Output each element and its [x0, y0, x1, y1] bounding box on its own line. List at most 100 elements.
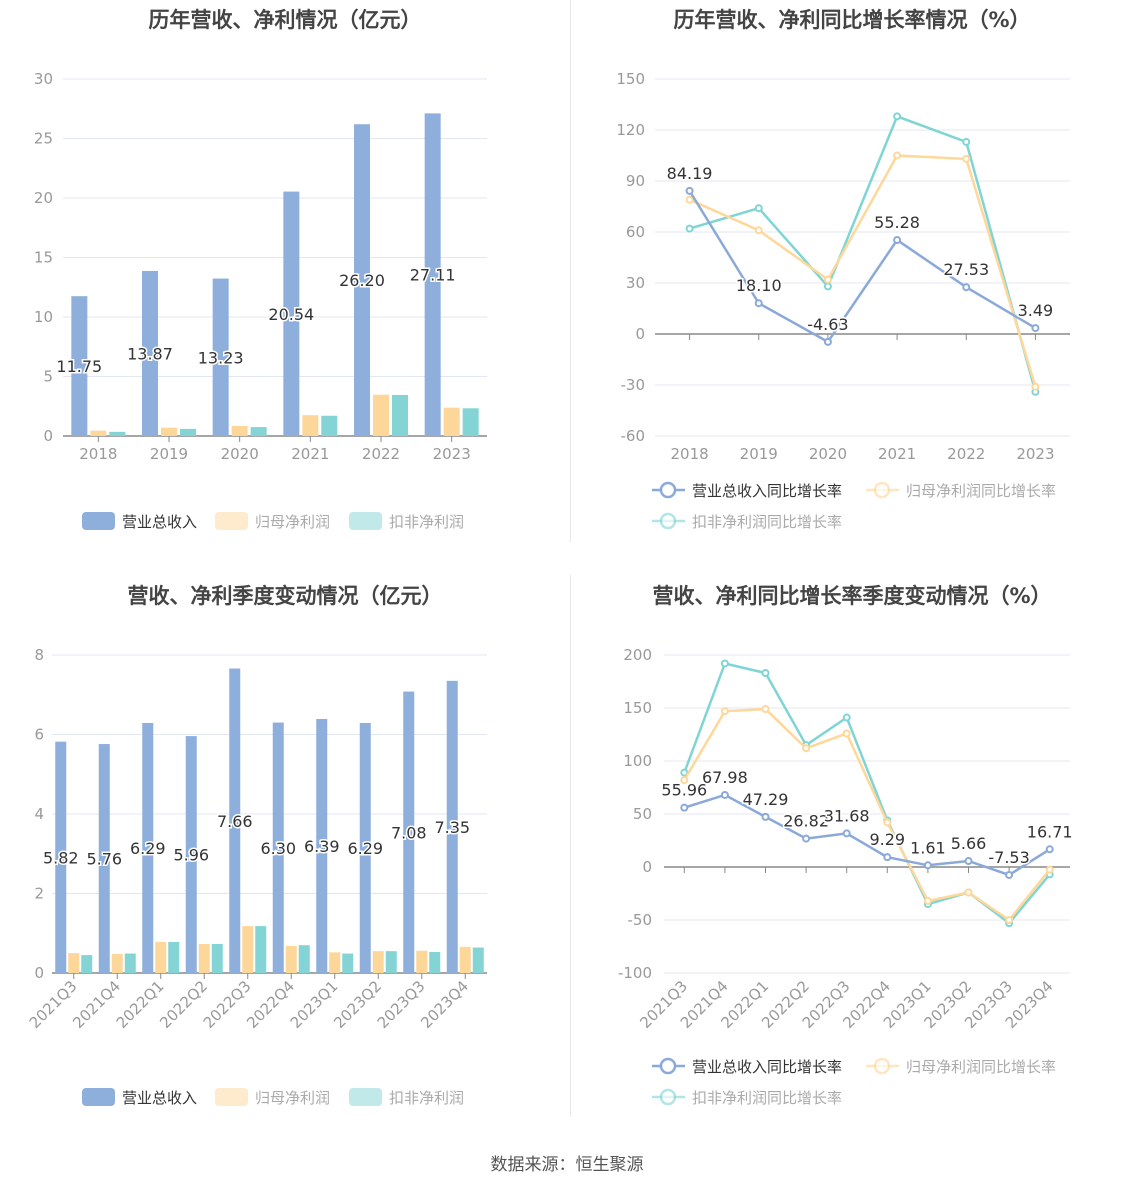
legend-label[interactable]: 归母净利润: [255, 513, 330, 531]
legend-swatch: [349, 512, 382, 530]
data-label: 55.96: [661, 781, 707, 800]
data-point: [883, 853, 892, 862]
legend-label[interactable]: 扣非净利润同比增长率: [692, 1089, 842, 1107]
bar-deducted-profit: [168, 941, 180, 973]
bar-net-profit: [68, 953, 80, 973]
bar-net-profit: [198, 943, 210, 973]
bar-deducted-profit: [211, 943, 223, 973]
y-tick-label: 60: [626, 223, 645, 241]
chart-title-quarterly-revenue: 营收、净利季度变动情况（亿元）: [127, 584, 443, 608]
data-point: [962, 137, 971, 146]
bar-net-profit: [372, 951, 384, 973]
data-label: 16.71: [1027, 822, 1073, 841]
data-label: 20.54: [268, 305, 314, 324]
data-point: [802, 744, 811, 753]
bar-revenue: [283, 191, 300, 436]
legend-swatch: [215, 1088, 248, 1106]
data-point: [923, 896, 932, 905]
data-label: 26.20: [339, 271, 385, 290]
legend-label[interactable]: 归母净利润: [255, 1089, 330, 1107]
bar-revenue: [424, 113, 441, 437]
data-point: [761, 669, 770, 678]
data-point: [761, 705, 770, 714]
legend-label[interactable]: 扣非净利润: [389, 513, 464, 531]
x-tick-label: 2018: [670, 445, 708, 463]
bar-net-profit: [111, 953, 123, 973]
data-point: [1045, 845, 1054, 854]
data-point: [842, 829, 851, 838]
bar-revenue: [55, 741, 67, 973]
bar-revenue: [142, 270, 158, 436]
data-label: 13.87: [127, 344, 173, 363]
y-tick-label: 100: [623, 752, 652, 770]
data-label: 3.49: [1018, 301, 1054, 320]
series-line: [683, 707, 1051, 922]
bar-deducted-profit: [255, 926, 267, 973]
bar-deducted-profit: [472, 947, 484, 973]
data-label: 5.66: [951, 834, 987, 853]
data-point: [842, 729, 851, 738]
legend-label[interactable]: 营业总收入同比增长率: [692, 482, 842, 500]
x-tick-label: 2023Q4: [417, 977, 472, 1032]
bar-net-profit: [443, 407, 460, 436]
data-label: 5.96: [173, 846, 209, 865]
legend-label[interactable]: 营业总收入: [122, 1089, 197, 1107]
legend-label[interactable]: 归母净利润同比增长率: [906, 482, 1056, 500]
data-label: 31.68: [824, 806, 870, 825]
data-label: 47.29: [743, 790, 789, 809]
data-label: 27.11: [410, 266, 456, 285]
y-tick-label: 0: [34, 964, 44, 982]
legend-marker: [659, 1057, 677, 1075]
y-tick-label: -30: [621, 376, 646, 394]
y-tick-label: 30: [626, 274, 645, 292]
x-tick-label: 2022Q2: [156, 977, 211, 1032]
bar-net-profit: [90, 430, 107, 436]
series-line: [688, 190, 1037, 344]
legend-swatch: [215, 512, 248, 530]
bar-net-profit: [285, 945, 297, 973]
data-label: 6.39: [304, 837, 340, 856]
data-point: [964, 888, 973, 897]
x-tick-label: 2022Q1: [113, 977, 168, 1032]
data-point: [754, 299, 763, 308]
legend-label[interactable]: 营业总收入: [122, 513, 197, 531]
y-tick-label: 10: [34, 308, 53, 326]
data-point: [1031, 382, 1040, 391]
data-label: 5.82: [43, 848, 79, 867]
bar-revenue: [446, 680, 458, 973]
y-tick-label: -60: [621, 427, 646, 445]
bar-deducted-profit: [342, 953, 354, 973]
data-point: [1005, 916, 1014, 924]
bar-deducted-profit: [81, 955, 93, 973]
series-line: [689, 114, 1037, 393]
data-label: 26.82: [783, 812, 829, 831]
data-point: [923, 861, 932, 870]
legend-label[interactable]: 营业总收入同比增长率: [692, 1058, 842, 1076]
legend-label[interactable]: 扣非净利润同比增长率: [692, 513, 842, 531]
data-point: [680, 776, 689, 785]
data-point: [883, 818, 892, 827]
bar-net-profit: [373, 394, 389, 436]
bar-deducted-profit: [124, 953, 136, 973]
y-tick-label: 150: [623, 699, 652, 717]
data-point: [964, 857, 973, 866]
legend-label[interactable]: 归母净利润同比增长率: [906, 1058, 1056, 1076]
x-tick-label: 2021: [291, 445, 329, 463]
data-point: [754, 204, 763, 213]
x-tick-label: 2022Q3: [200, 977, 255, 1032]
y-tick-label: -100: [618, 964, 652, 982]
data-label: -7.53: [988, 848, 1029, 867]
y-tick-label: 120: [616, 121, 645, 139]
data-label: 27.53: [943, 260, 989, 279]
data-label: 13.23: [198, 348, 244, 367]
data-point: [685, 186, 694, 195]
legend-marker: [873, 1057, 891, 1075]
bar-deducted-profit: [392, 394, 408, 436]
data-label: 18.10: [736, 276, 782, 295]
bar-net-profit: [459, 946, 471, 973]
bar-revenue: [403, 691, 415, 973]
legend-label[interactable]: 扣非净利润: [389, 1089, 464, 1107]
y-tick-label: 4: [34, 805, 44, 823]
divider-bottom: [570, 575, 571, 1117]
data-point: [680, 803, 689, 812]
